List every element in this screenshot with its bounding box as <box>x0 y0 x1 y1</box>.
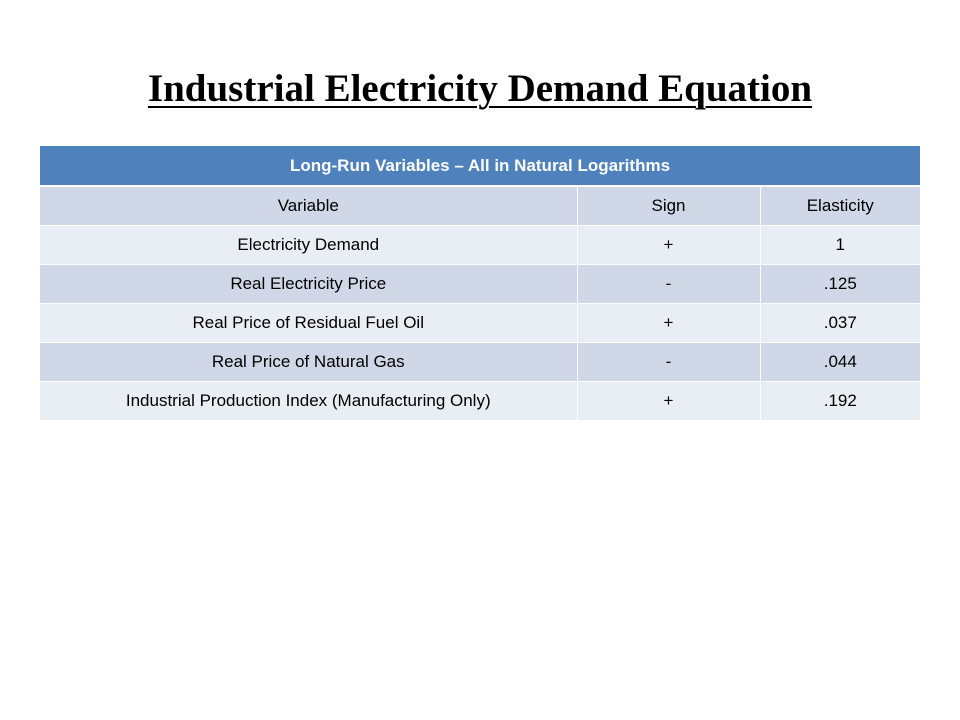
table-caption: Long-Run Variables – All in Natural Loga… <box>40 146 921 187</box>
table-caption-row: Long-Run Variables – All in Natural Loga… <box>40 146 921 187</box>
table-header-row: Variable Sign Elasticity <box>40 186 921 226</box>
sign-cell: + <box>577 303 761 343</box>
column-header-variable: Variable <box>40 186 578 226</box>
sign-cell: + <box>577 381 761 421</box>
table-row: Real Price of Natural Gas - .044 <box>40 342 921 382</box>
variable-cell: Real Electricity Price <box>40 264 578 304</box>
sign-cell: - <box>577 264 761 304</box>
column-header-elasticity: Elasticity <box>760 186 921 226</box>
variable-cell: Real Price of Residual Fuel Oil <box>40 303 578 343</box>
elasticity-cell: .192 <box>760 381 921 421</box>
column-header-sign: Sign <box>577 186 761 226</box>
slide-title: Industrial Electricity Demand Equation <box>147 67 813 110</box>
elasticity-table: Long-Run Variables – All in Natural Loga… <box>40 146 921 421</box>
sign-cell: + <box>577 225 761 265</box>
elasticity-cell: .044 <box>760 342 921 382</box>
table-row: Real Electricity Price - .125 <box>40 264 921 304</box>
sign-cell: - <box>577 342 761 382</box>
elasticity-cell: 1 <box>760 225 921 265</box>
variable-cell: Electricity Demand <box>40 225 578 265</box>
table-row: Real Price of Residual Fuel Oil + .037 <box>40 303 921 343</box>
elasticity-cell: .125 <box>760 264 921 304</box>
elasticity-cell: .037 <box>760 303 921 343</box>
elasticity-table-container: Long-Run Variables – All in Natural Loga… <box>40 146 921 421</box>
variable-cell: Industrial Production Index (Manufacturi… <box>40 381 578 421</box>
variable-cell: Real Price of Natural Gas <box>40 342 578 382</box>
table-row: Electricity Demand + 1 <box>40 225 921 265</box>
table-row: Industrial Production Index (Manufacturi… <box>40 381 921 421</box>
